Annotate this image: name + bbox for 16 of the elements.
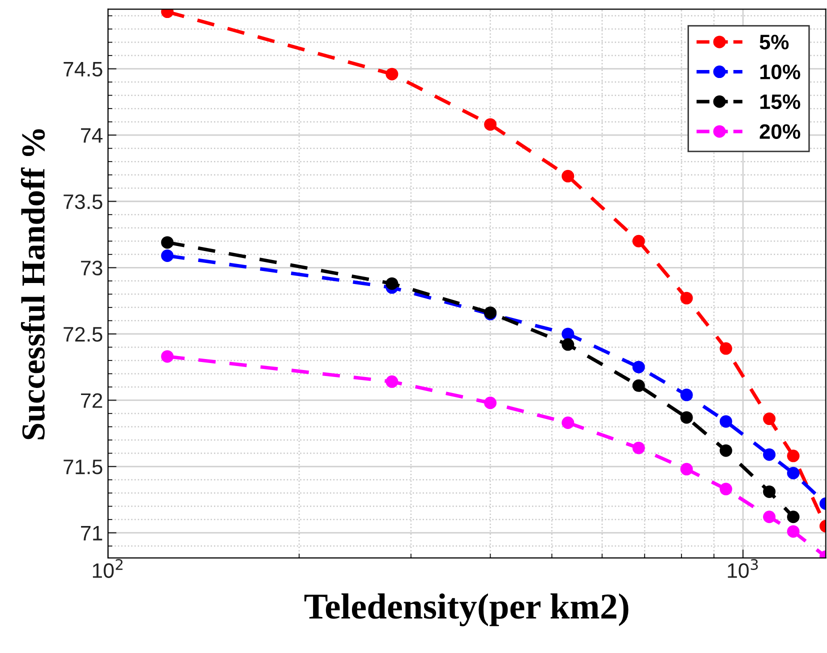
y-tick-label: 72 — [81, 393, 102, 408]
x-axis-title: Teledensity(per km2) — [304, 593, 628, 626]
y-tick-label: 71.5 — [64, 460, 102, 474]
y-axis-title: Successful Handoff % — [20, 129, 45, 440]
y-tick-label: 73.5 — [64, 194, 102, 210]
legend-label: 15% — [760, 94, 800, 110]
x-tick-label: 10$^{2}$ — [92, 558, 123, 578]
legend-label: 10% — [760, 64, 800, 80]
y-tick-label: 73 — [81, 260, 102, 276]
y-tick-label: 74.5 — [64, 62, 102, 77]
legend-label: 20% — [760, 124, 800, 139]
x-tick-label: 10$^{3}$ — [728, 558, 758, 578]
legend-label: 5% — [760, 34, 789, 50]
y-tick-label: 71 — [81, 526, 102, 540]
y-tick-label: 74 — [81, 128, 103, 143]
y-tick-label: 72.5 — [64, 326, 102, 342]
